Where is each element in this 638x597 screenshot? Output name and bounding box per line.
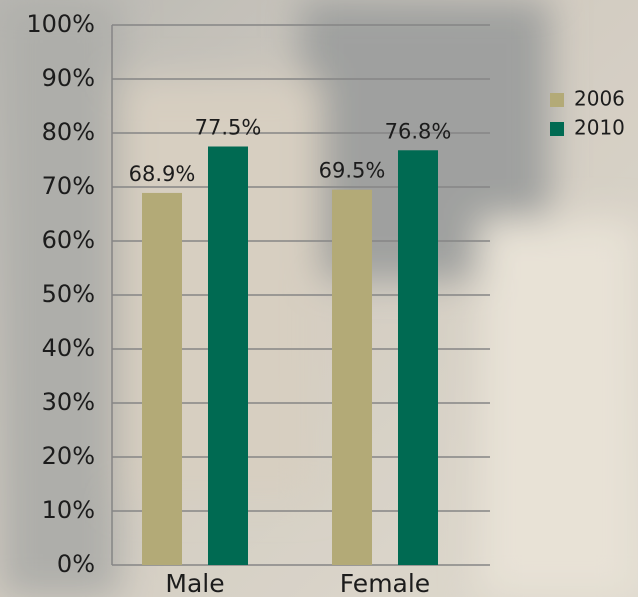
y-tick-label: 50% [42, 280, 95, 308]
bar [332, 190, 372, 565]
value-label: 77.5% [195, 116, 262, 140]
overlay [0, 0, 638, 597]
chart: 0% 10% 20% 30% 40% 50% 60% 70% 80% 90% 100% Male 68.… [0, 0, 638, 597]
bar [208, 147, 248, 566]
page: {"chart_data": {"type": "bar", "categori… [0, 0, 638, 597]
value-label: 68.9% [129, 162, 196, 186]
legend-label: 2010 [574, 116, 625, 140]
legend-swatch [550, 93, 564, 107]
y-tick-label: 0% [57, 550, 95, 578]
legend-swatch [550, 122, 564, 136]
y-tick-label: 30% [42, 388, 95, 416]
x-tick-label: Female [340, 569, 430, 597]
y-tick-label: 60% [42, 226, 95, 254]
y-tick-label: 90% [42, 64, 95, 92]
y-tick-label: 10% [42, 496, 95, 524]
y-tick-label: 70% [42, 172, 95, 200]
value-label: 69.5% [319, 159, 386, 183]
y-tick-label: 20% [42, 442, 95, 470]
value-label: 76.8% [385, 119, 452, 143]
y-tick-label: 100% [26, 10, 95, 38]
x-tick-label: Male [165, 569, 224, 597]
legend-label: 2006 [574, 87, 625, 111]
y-tick-label: 40% [42, 334, 95, 362]
bar [398, 150, 438, 565]
y-tick-label: 80% [42, 118, 95, 146]
bar [142, 193, 182, 565]
